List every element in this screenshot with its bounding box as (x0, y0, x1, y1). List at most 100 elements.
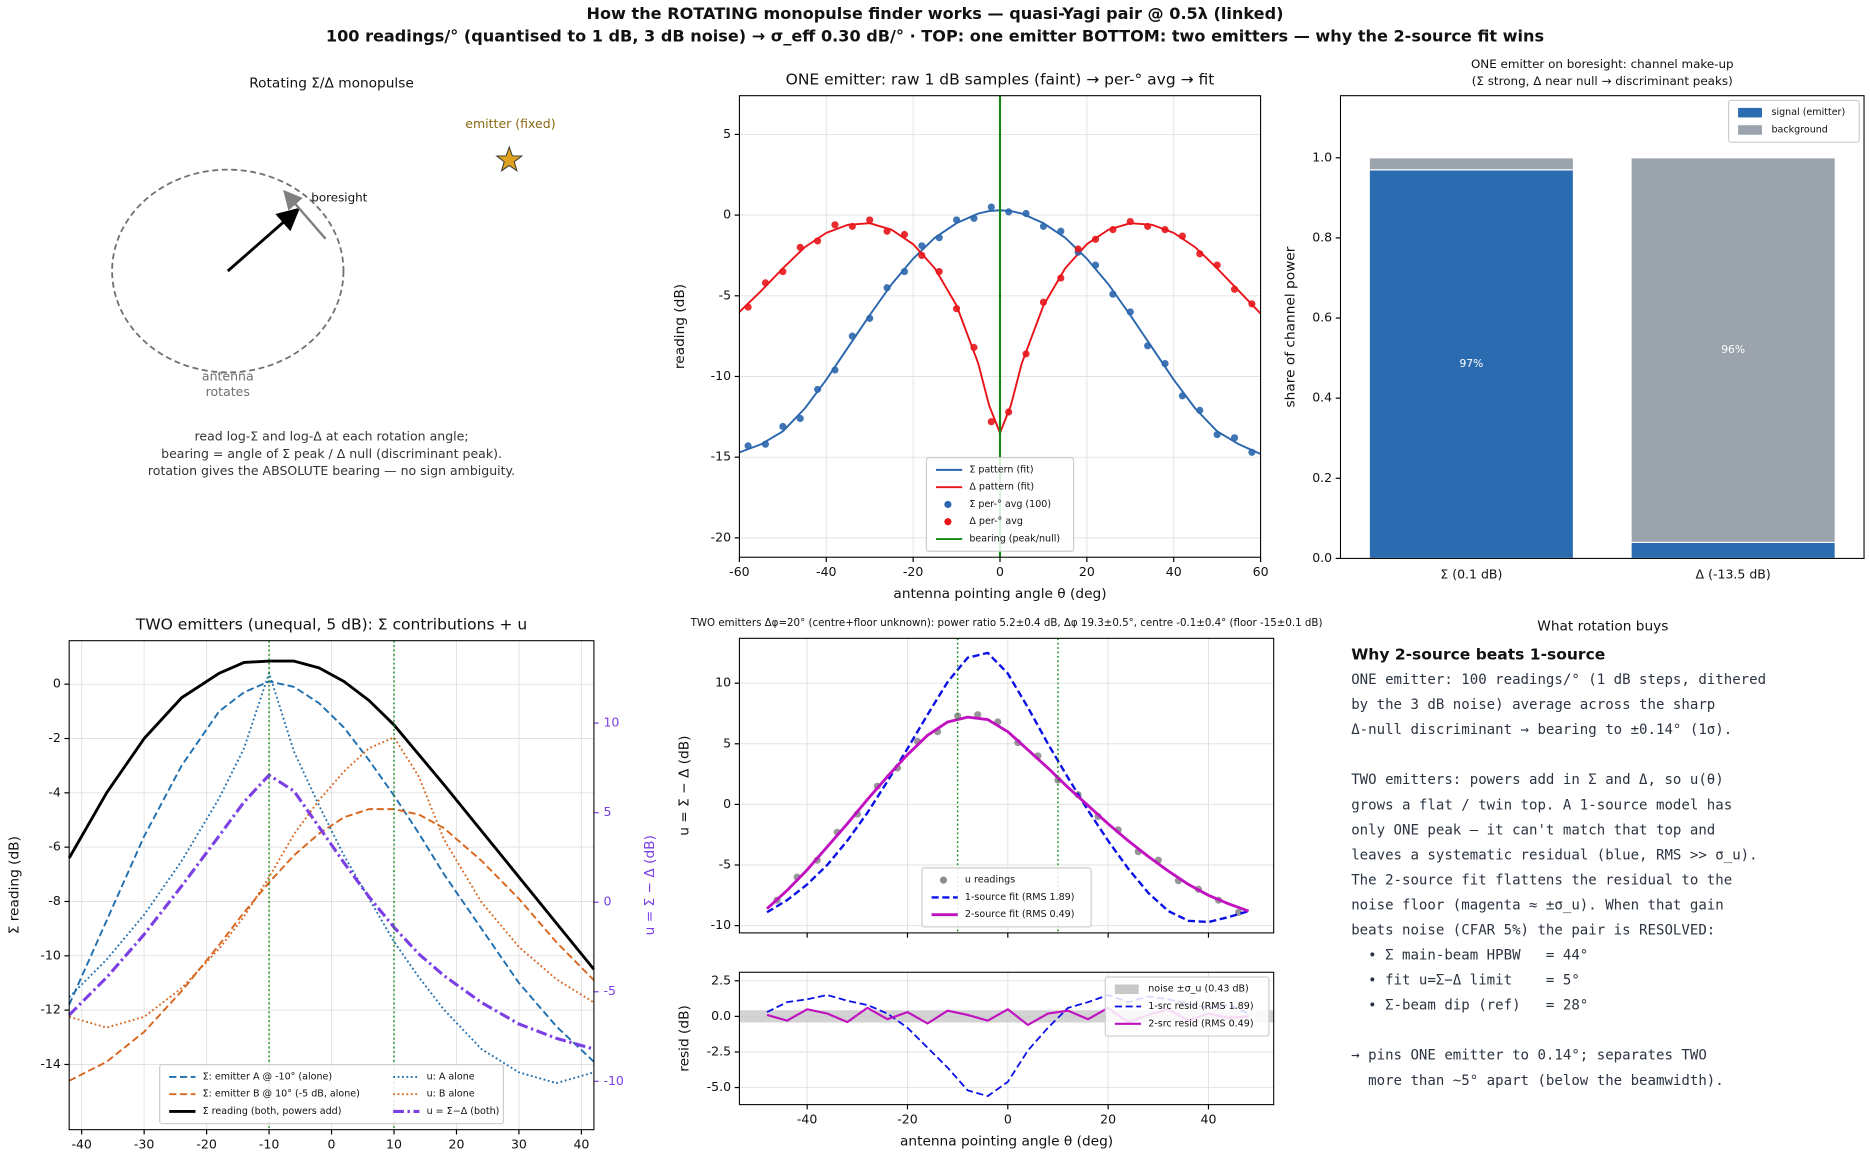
y-tick-label: 0 (723, 207, 731, 222)
data-point (848, 222, 856, 230)
x-tick-label: 10 (386, 1137, 402, 1152)
data-point (1109, 226, 1117, 234)
legend-label: 1-source fit (RMS 1.89) (965, 892, 1075, 903)
y-tick-label: -10 (711, 917, 731, 932)
caption: bearing = angle of Σ peak / Δ null (disc… (161, 446, 502, 461)
legend-label: 1-src resid (RMS 1.89) (1148, 1001, 1253, 1012)
y-tick-label: 0.6 (1312, 310, 1332, 325)
legend-label: Δ per-° avg (969, 516, 1023, 527)
legend-label: Σ reading (both, powers add) (203, 1106, 342, 1117)
data-point (1230, 285, 1239, 293)
legend-label: 2-source fit (RMS 0.49) (965, 909, 1075, 920)
data-point (883, 284, 891, 292)
x-tick-label: 40 (573, 1137, 589, 1152)
y-axis-label: share of channel power (1282, 246, 1298, 407)
plot-frame (1339, 95, 1865, 559)
y2-tick-label: 0 (603, 894, 611, 909)
legend-marker (939, 876, 948, 884)
y2-tick-label: -10 (603, 1073, 623, 1088)
bar-segment (1630, 541, 1836, 560)
caption: read log-Σ and log-Δ at each rotation an… (195, 428, 469, 443)
legend-label: bearing (peak/null) (969, 534, 1060, 545)
notes-line: The 2-source fit flattens the residual t… (1351, 872, 1732, 888)
chart-title: TWO emitters Δφ=20° (centre+floor unknow… (690, 617, 1323, 629)
legend-marker (944, 500, 952, 509)
caption: rotation gives the ABSOLUTE bearing — no… (148, 463, 515, 478)
legend-label: u: B alone (427, 1089, 475, 1100)
y2-tick-label: 10 (603, 715, 619, 730)
notes: What rotation buys Why 2-source beats 1-… (1351, 618, 1668, 663)
notes-line: only ONE peak — it can't match that top … (1351, 822, 1715, 838)
data-point (1144, 342, 1152, 350)
data-point (761, 440, 770, 448)
data-point (918, 242, 926, 250)
y2-axis-label: u = Σ − Δ (dB) (642, 835, 658, 935)
diagram-title: Rotating Σ/Δ monopulse (249, 76, 414, 92)
x-tick-label: 0 (996, 564, 1004, 579)
y-tick-label: 2.5 (711, 972, 731, 987)
x-tick-label: 20 (1079, 564, 1095, 579)
legend-label: background (1771, 124, 1827, 135)
data-line (68, 808, 595, 1082)
y-tick-label: 5 (723, 735, 731, 750)
y-tick-label: -15 (711, 449, 731, 464)
x-tick-label: 20 (1100, 1112, 1116, 1127)
notes-line: noise floor (magenta ≈ ±σ_u). When that … (1351, 897, 1724, 913)
x-tick-label: -40 (797, 1112, 817, 1127)
x-tick-label: 20 (449, 1137, 465, 1152)
y-tick-label: -10 (40, 947, 60, 962)
y-tick-label: 5 (723, 126, 731, 141)
x-tick-label: Σ (0.1 dB) (1440, 567, 1502, 582)
data-line (68, 680, 595, 1063)
figure-subtitle: 100 readings/° (quantised to 1 dB, 3 dB … (326, 27, 1544, 46)
data-line (766, 651, 1249, 924)
bar-segment (1368, 157, 1575, 171)
y-tick-label: 0.0 (1312, 550, 1332, 565)
chart: TWO emitters (unequal, 5 dB): Σ contribu… (6, 616, 658, 1152)
legend-label: Σ: emitter A @ -10° (alone) (203, 1071, 332, 1082)
notes-line: ONE emitter: 100 readings/° (1 dB steps,… (1351, 672, 1766, 688)
y-tick-label: -2 (48, 730, 60, 745)
antenna-arrow (226, 207, 301, 273)
legend-marker (1738, 125, 1762, 135)
data-point (987, 418, 995, 426)
chart: antenna pointing angle θ (deg) resid (dB)… (677, 971, 1275, 1150)
y-tick-label: -5 (719, 857, 731, 872)
y-tick-label: 0 (723, 796, 731, 811)
y-tick-label: 0.4 (1312, 390, 1332, 405)
plot-frame (738, 971, 1275, 1106)
data-point (952, 305, 961, 313)
emitter-label: emitter (fixed) (465, 116, 555, 131)
data-point (831, 221, 839, 229)
data-point (779, 268, 787, 276)
y-tick-label: 1.0 (1312, 149, 1332, 164)
y-tick-label: -5.0 (707, 1079, 731, 1094)
data-point (1109, 290, 1117, 298)
data-point (796, 243, 804, 251)
notes-line: beats noise (CFAR 5%) the pair is RESOLV… (1351, 923, 1715, 939)
emitter-star (495, 145, 524, 172)
legend-label: Σ pattern (fit) (969, 464, 1033, 475)
data-line (68, 773, 595, 1051)
chart-title: ONE emitter on boresight: channel make-u… (1471, 57, 1734, 71)
data-point (1178, 392, 1186, 400)
figure-title: How the ROTATING monopulse finder works … (587, 4, 1284, 23)
data-point (970, 343, 978, 352)
y-tick-label: -8 (48, 893, 61, 908)
notes-line: leaves a systematic residual (blue, RMS … (1351, 847, 1757, 863)
data-point (1126, 308, 1134, 316)
x-axis-label: antenna pointing angle θ (deg) (900, 1134, 1113, 1150)
data-point (900, 230, 909, 239)
x-tick-label: 40 (1166, 564, 1182, 579)
notes-line: by the 3 dB noise) average across the sh… (1351, 697, 1715, 713)
data-point (1248, 300, 1256, 308)
plot-frame (738, 95, 1262, 558)
data-point (1248, 448, 1256, 456)
data-point (866, 216, 874, 224)
data-point (1074, 245, 1082, 253)
chart-title: TWO emitters (unequal, 5 dB): Σ contribu… (135, 616, 527, 634)
data-point (974, 711, 982, 719)
legend-label: u = Σ−Δ (both) (427, 1106, 500, 1117)
legend-label: u readings (965, 875, 1015, 886)
